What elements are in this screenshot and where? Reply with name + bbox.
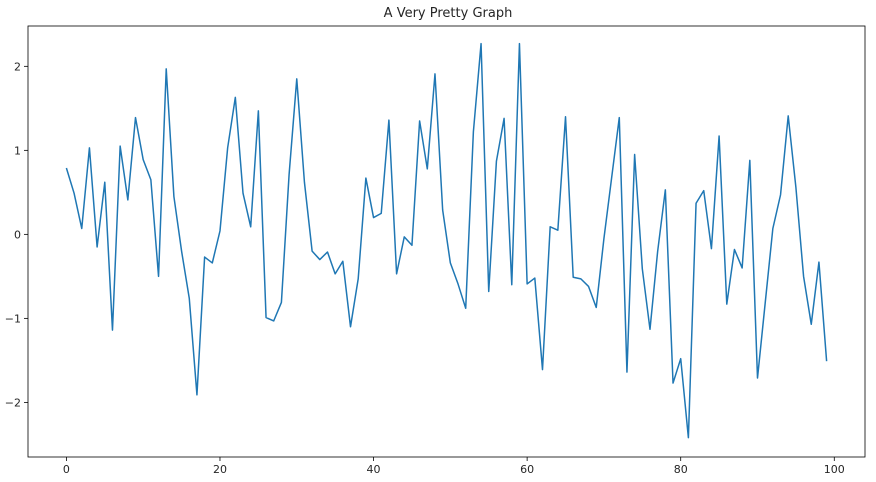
x-tick-label: 60	[520, 463, 534, 476]
x-tick-label: 20	[213, 463, 227, 476]
y-tick-label: 1	[14, 144, 21, 157]
x-tick-label: 80	[674, 463, 688, 476]
chart-title: A Very Pretty Graph	[384, 6, 513, 21]
y-tick-label: 2	[14, 60, 21, 73]
x-tick-label: 40	[367, 463, 381, 476]
y-tick-label: 0	[14, 228, 21, 241]
y-tick-label: −1	[5, 312, 21, 325]
y-tick-label: −2	[5, 396, 21, 409]
x-tick-label: 100	[824, 463, 845, 476]
x-tick-label: 0	[63, 463, 70, 476]
plot-frame	[27, 25, 866, 458]
series-line-0	[65, 42, 828, 439]
